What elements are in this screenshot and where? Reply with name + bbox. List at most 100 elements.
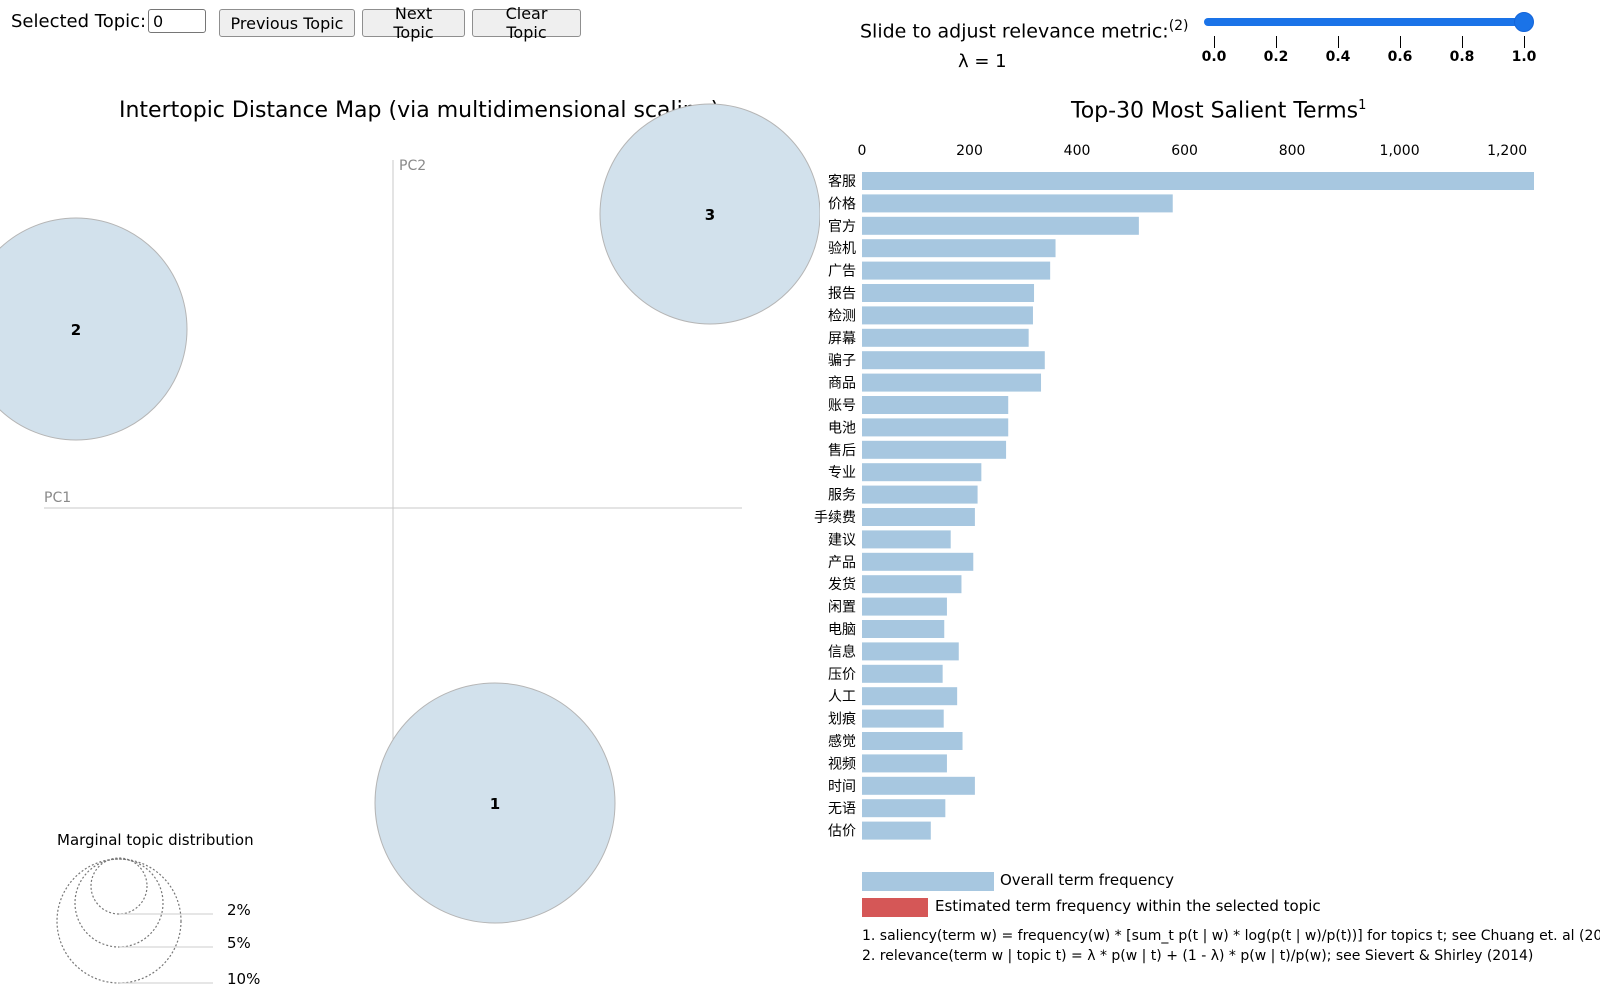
term-label-0[interactable]: 客服	[828, 173, 856, 190]
marginal-label-10pct: 10%	[227, 970, 260, 988]
term-label-17[interactable]: 产品	[828, 555, 856, 571]
bar-overall-21[interactable]	[862, 642, 959, 661]
bar-overall-17[interactable]	[862, 552, 974, 571]
term-label-5[interactable]: 报告	[828, 286, 856, 302]
bar-overall-15[interactable]	[862, 508, 975, 526]
term-label-21[interactable]: 信息	[828, 643, 856, 660]
term-label-3[interactable]: 验机	[828, 241, 856, 257]
slider-tick-1	[1276, 36, 1277, 48]
term-label-16[interactable]: 建议	[828, 532, 856, 548]
topic-circle-2[interactable]: 2	[0, 217, 188, 441]
bar-overall-0[interactable]	[862, 172, 1534, 190]
bar-overall-4[interactable]	[862, 261, 1051, 280]
lambda-value: λ = 1	[958, 51, 1007, 72]
relevance-slider-track[interactable]	[1204, 18, 1522, 26]
topic-circle-2-shape[interactable]	[0, 217, 188, 441]
term-label-7[interactable]: 屏幕	[828, 331, 856, 347]
bar-overall-12[interactable]	[862, 440, 1007, 459]
x-tick-label-6: 1,200	[1487, 143, 1527, 159]
term-label-9[interactable]: 商品	[828, 376, 856, 392]
bar-overall-22[interactable]	[862, 664, 943, 683]
marginal-distribution-title: Marginal topic distribution	[57, 831, 254, 849]
marginal-circle-10pct	[56, 858, 182, 984]
term-label-12[interactable]: 售后	[828, 443, 856, 459]
term-label-19[interactable]: 闲置	[828, 600, 856, 616]
bar-overall-2[interactable]	[862, 216, 1139, 235]
term-label-15[interactable]: 手续费	[814, 509, 856, 526]
bar-overall-26[interactable]	[862, 754, 947, 773]
previous-topic-button[interactable]: Previous Topic	[219, 9, 355, 37]
term-label-20[interactable]: 电脑	[828, 622, 856, 638]
bar-overall-3[interactable]	[862, 239, 1056, 258]
term-label-23[interactable]: 人工	[828, 689, 856, 705]
bar-overall-5[interactable]	[862, 284, 1035, 302]
selected-topic-input[interactable]	[148, 9, 206, 33]
salient-terms-title-text: Top-30 Most Salient Terms	[1071, 98, 1359, 124]
bar-overall-25[interactable]	[862, 732, 963, 750]
bar-overall-16[interactable]	[862, 530, 951, 549]
term-label-11[interactable]: 电池	[828, 420, 856, 436]
term-label-28[interactable]: 无语	[828, 801, 856, 817]
term-label-13[interactable]: 专业	[828, 465, 856, 481]
bar-overall-27[interactable]	[862, 776, 975, 795]
term-label-6[interactable]: 检测	[828, 308, 856, 324]
salient-terms-bar-chart: 0 200 400 600 800 1,000 1,200 客服价格官方验机广告报告检测屏幕骗…	[814, 143, 1534, 840]
term-label-27[interactable]: 时间	[828, 779, 856, 795]
term-label-24[interactable]: 划痕	[828, 712, 856, 728]
term-label-22[interactable]: 压价	[828, 667, 856, 683]
term-label-8[interactable]: 骗子	[828, 353, 856, 369]
bar-overall-18[interactable]	[862, 575, 962, 594]
bar-overall-13[interactable]	[862, 463, 982, 482]
topic-circle-3-shape[interactable]	[599, 103, 820, 325]
footnote-relevance: 2. relevance(term w | topic t) = λ * p(w…	[862, 948, 1534, 964]
pc2-label: PC2	[399, 158, 426, 174]
term-label-4[interactable]: 广告	[828, 264, 856, 280]
relevance-slider-handle[interactable]	[1514, 12, 1534, 32]
bar-overall-7[interactable]	[862, 328, 1029, 347]
topic-circle-1-shape[interactable]	[374, 682, 616, 924]
legend-overall-label: Overall term frequency	[1000, 871, 1175, 889]
bar-overall-10[interactable]	[862, 396, 1009, 414]
footnote-saliency: 1. saliency(term w) = frequency(w) * [su…	[862, 928, 1600, 944]
bar-overall-24[interactable]	[862, 709, 944, 728]
slider-tick-5	[1524, 36, 1525, 48]
bar-overall-9[interactable]	[862, 373, 1042, 392]
bar-overall-6[interactable]	[862, 306, 1033, 325]
slider-tick-4	[1462, 36, 1463, 48]
bar-overall-1[interactable]	[862, 194, 1173, 213]
x-tick-label-0: 0	[858, 143, 867, 159]
topic-circle-1[interactable]: 1	[374, 682, 616, 924]
bar-overall-20[interactable]	[862, 620, 945, 638]
legend-topic-label: Estimated term frequency within the sele…	[935, 897, 1321, 915]
bar-overall-8[interactable]	[862, 351, 1045, 370]
term-label-25[interactable]: 感觉	[828, 733, 856, 750]
x-tick-label-4: 800	[1279, 143, 1306, 159]
relevance-footnote-marker: (2)	[1168, 18, 1189, 34]
marginal-circle-5pct	[74, 858, 164, 948]
term-label-26[interactable]: 视频	[828, 756, 856, 772]
topic-circle-3[interactable]: 3	[599, 103, 820, 325]
legend-topic-swatch	[862, 898, 928, 917]
bar-overall-11[interactable]	[862, 418, 1009, 437]
salient-terms-footnote-marker: 1	[1358, 98, 1367, 113]
term-label-10[interactable]: 账号	[828, 398, 856, 414]
bar-overall-19[interactable]	[862, 597, 947, 616]
topic-circle-2-label: 2	[71, 321, 81, 339]
next-topic-button[interactable]: Next Topic	[362, 4, 465, 42]
topic-circle-1-label: 1	[490, 795, 500, 813]
bar-overall-23[interactable]	[862, 687, 958, 706]
term-label-1[interactable]: 价格	[828, 196, 856, 212]
intertopic-map-title: Intertopic Distance Map (via multidimens…	[119, 98, 720, 123]
term-label-18[interactable]: 发货	[828, 576, 856, 593]
marginal-label-5pct: 5%	[227, 934, 251, 952]
legend-overall-swatch	[862, 872, 994, 891]
bar-overall-14[interactable]	[862, 485, 978, 504]
term-label-2[interactable]: 官方	[828, 219, 856, 235]
term-label-14[interactable]: 服务	[828, 488, 856, 504]
relevance-slider-text: Slide to adjust relevance metric:	[860, 20, 1169, 43]
x-tick-label-1: 200	[956, 143, 983, 159]
term-label-29[interactable]: 估价	[828, 824, 856, 840]
marginal-circle-2pct	[90, 857, 148, 915]
bar-overall-29[interactable]	[862, 821, 931, 840]
bar-overall-28[interactable]	[862, 799, 946, 818]
